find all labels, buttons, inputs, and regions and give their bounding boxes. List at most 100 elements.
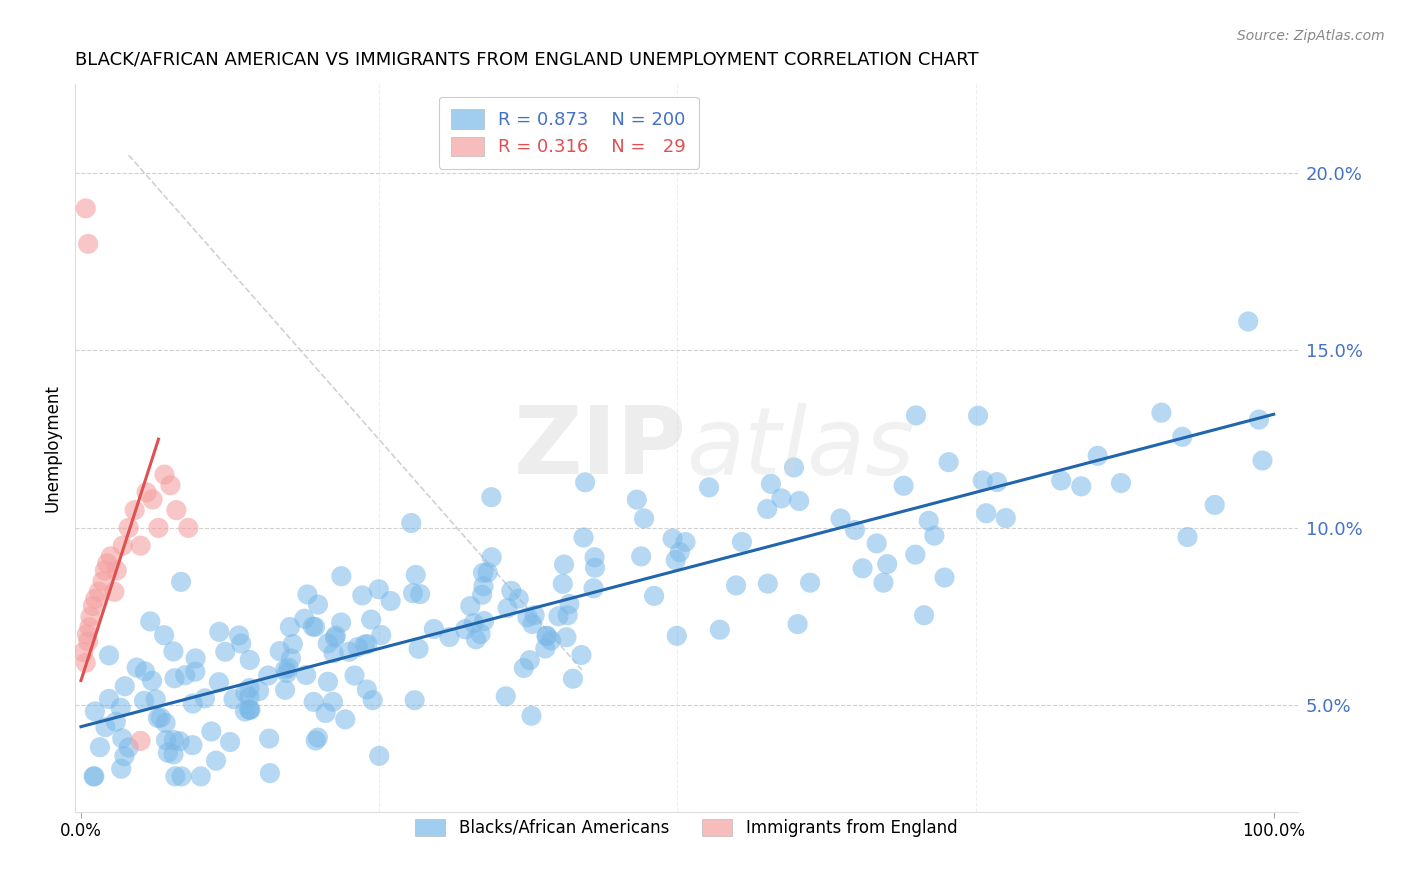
Point xyxy=(770,491,793,506)
Point xyxy=(72,645,94,659)
Point xyxy=(697,480,720,494)
Point xyxy=(177,521,200,535)
Point xyxy=(278,620,301,634)
Point xyxy=(103,584,125,599)
Point xyxy=(1251,453,1274,467)
Point xyxy=(665,553,688,567)
Legend: Blacks/African Americans, Immigrants from England: Blacks/African Americans, Immigrants fro… xyxy=(409,812,965,844)
Point xyxy=(83,769,105,783)
Point xyxy=(155,733,177,747)
Point xyxy=(323,631,346,645)
Point xyxy=(472,614,495,628)
Point xyxy=(163,671,186,685)
Point xyxy=(496,601,519,615)
Point xyxy=(129,539,152,553)
Point xyxy=(519,653,541,667)
Point xyxy=(905,409,928,423)
Point xyxy=(302,695,325,709)
Point xyxy=(830,511,852,525)
Point xyxy=(233,686,256,700)
Point xyxy=(866,536,889,550)
Point xyxy=(1087,449,1109,463)
Point xyxy=(205,754,228,768)
Point xyxy=(274,662,297,676)
Point xyxy=(111,539,134,553)
Point xyxy=(153,628,176,642)
Point xyxy=(583,550,606,565)
Point xyxy=(294,612,316,626)
Point xyxy=(1204,498,1226,512)
Point xyxy=(170,574,193,589)
Point xyxy=(725,578,748,592)
Point xyxy=(470,627,492,641)
Point xyxy=(582,582,605,596)
Point xyxy=(335,712,357,726)
Point xyxy=(343,668,366,682)
Y-axis label: Unemployment: Unemployment xyxy=(44,384,60,512)
Text: BLACK/AFRICAN AMERICAN VS IMMIGRANTS FROM ENGLAND UNEMPLOYMENT CORRELATION CHART: BLACK/AFRICAN AMERICAN VS IMMIGRANTS FRO… xyxy=(75,51,979,69)
Point xyxy=(508,591,530,606)
Point xyxy=(301,619,323,633)
Point xyxy=(315,706,337,720)
Point xyxy=(1050,474,1073,488)
Point xyxy=(904,548,927,562)
Point xyxy=(439,630,461,644)
Point xyxy=(257,668,280,682)
Point xyxy=(141,673,163,688)
Point xyxy=(643,589,665,603)
Point xyxy=(208,624,231,639)
Text: atlas: atlas xyxy=(686,402,914,493)
Point xyxy=(98,648,121,663)
Point xyxy=(75,656,97,670)
Point xyxy=(170,769,193,783)
Point xyxy=(194,691,217,706)
Point xyxy=(76,627,98,641)
Point xyxy=(893,479,915,493)
Point xyxy=(924,529,946,543)
Point xyxy=(82,599,104,613)
Point xyxy=(307,731,329,745)
Point xyxy=(626,492,648,507)
Point xyxy=(1177,530,1199,544)
Point xyxy=(149,710,172,724)
Point xyxy=(553,558,575,572)
Point xyxy=(709,623,731,637)
Point xyxy=(277,661,299,675)
Point xyxy=(297,587,319,601)
Point xyxy=(104,714,127,729)
Point xyxy=(368,748,391,763)
Point xyxy=(756,502,779,516)
Point xyxy=(799,575,821,590)
Point xyxy=(540,633,562,648)
Point xyxy=(665,629,688,643)
Point xyxy=(118,740,141,755)
Point xyxy=(83,769,105,783)
Point xyxy=(84,591,107,606)
Point xyxy=(79,620,101,634)
Point xyxy=(423,622,446,636)
Point xyxy=(148,521,170,535)
Point xyxy=(162,747,184,762)
Point xyxy=(155,716,177,731)
Point xyxy=(675,535,697,549)
Point xyxy=(184,665,207,679)
Point xyxy=(184,651,207,665)
Point xyxy=(972,474,994,488)
Point xyxy=(165,769,187,783)
Point xyxy=(87,584,110,599)
Point xyxy=(756,576,779,591)
Point xyxy=(534,641,557,656)
Point xyxy=(181,697,204,711)
Point xyxy=(77,634,100,648)
Point xyxy=(233,705,256,719)
Point xyxy=(574,475,596,490)
Point xyxy=(269,644,291,658)
Point xyxy=(465,632,488,647)
Point xyxy=(551,577,574,591)
Point xyxy=(200,724,222,739)
Point xyxy=(145,692,167,706)
Point xyxy=(547,609,569,624)
Point xyxy=(918,514,941,528)
Point xyxy=(281,637,304,651)
Point xyxy=(305,733,328,747)
